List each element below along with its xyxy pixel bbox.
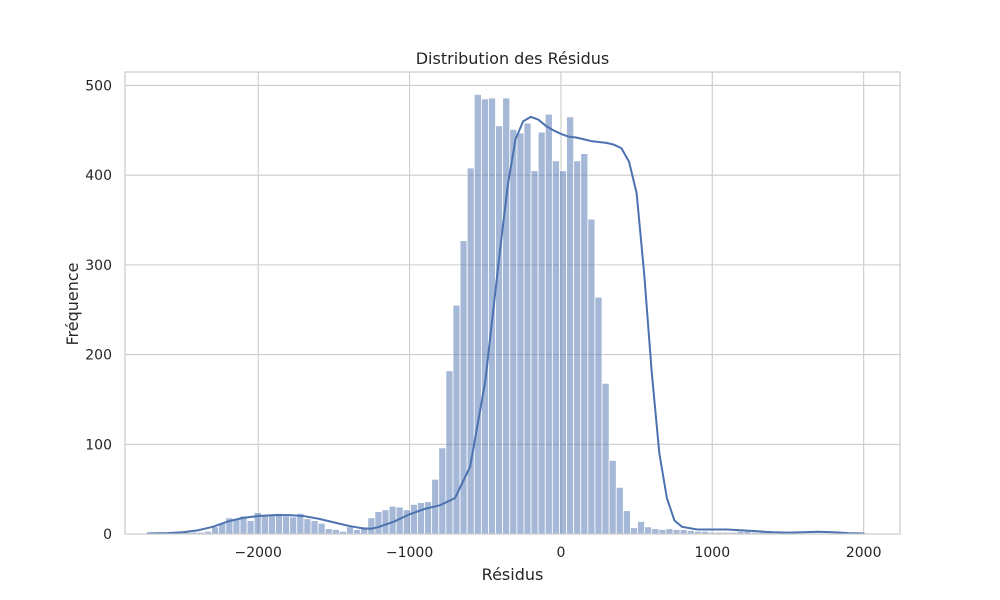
histogram-bar xyxy=(374,511,383,535)
histogram-bar xyxy=(566,116,575,535)
histogram-bar xyxy=(672,529,681,535)
histogram-bar xyxy=(516,132,525,535)
histogram-bars xyxy=(147,94,788,535)
x-tick-label: −2000 xyxy=(235,545,282,561)
histogram-bar xyxy=(537,131,546,535)
histogram-bar xyxy=(260,515,269,535)
x-tick-label: 2000 xyxy=(846,545,882,561)
histogram-bar xyxy=(559,170,567,535)
histogram-bar xyxy=(644,526,653,535)
histogram-bar xyxy=(530,170,539,535)
histogram-bar xyxy=(473,94,482,535)
histogram-bar xyxy=(289,516,298,535)
x-tick-label: 0 xyxy=(556,545,565,561)
plot-frame xyxy=(124,71,901,535)
histogram-bar xyxy=(502,97,511,535)
histogram-bar xyxy=(331,529,340,535)
histogram-bar xyxy=(594,296,603,535)
histogram-bar xyxy=(523,122,532,535)
y-tick-label: 400 xyxy=(85,168,112,184)
histogram-bar xyxy=(303,518,312,535)
histogram-bar xyxy=(246,520,255,535)
histogram-bar xyxy=(417,502,425,535)
x-tick-label: −1000 xyxy=(386,545,433,561)
y-tick-label: 0 xyxy=(103,527,112,543)
histogram-bar xyxy=(679,529,688,535)
histogram-bar xyxy=(637,521,646,535)
histogram-bar xyxy=(445,370,454,535)
histogram-bar xyxy=(544,113,553,535)
histogram-bar xyxy=(658,529,667,535)
histogram-bar xyxy=(622,510,631,535)
kde-curve xyxy=(146,115,865,535)
histogram-bar xyxy=(346,526,354,535)
histogram-bar xyxy=(601,382,610,535)
histogram-bar xyxy=(324,528,333,535)
chart-title: Distribution des Résidus xyxy=(416,49,610,68)
x-tick-label: 1000 xyxy=(694,545,730,561)
histogram-bar xyxy=(367,517,376,535)
histogram-bar xyxy=(509,129,518,535)
histogram-bar xyxy=(630,527,638,535)
histogram-bar xyxy=(452,304,461,535)
histogram-bar xyxy=(551,160,560,535)
y-tick-label: 500 xyxy=(85,78,112,94)
x-tick-labels: −2000 −1000 0 1000 2000 xyxy=(235,545,882,561)
y-tick-label: 300 xyxy=(85,258,112,274)
histogram-bar xyxy=(495,125,504,535)
histogram-bar xyxy=(480,98,489,535)
y-tick-labels: 0 100 200 300 400 500 xyxy=(85,78,112,543)
histogram-bar xyxy=(615,486,624,535)
histogram-bar xyxy=(438,447,447,535)
histogram-bar xyxy=(211,526,220,535)
histogram-bar xyxy=(665,528,674,535)
histogram-bar xyxy=(587,218,596,535)
histogram-bar xyxy=(651,528,660,535)
y-tick-label: 100 xyxy=(85,437,112,453)
histogram-bar xyxy=(310,520,319,535)
histogram-bar xyxy=(282,515,291,535)
histogram-bar xyxy=(317,522,326,535)
histogram-bar xyxy=(573,160,582,535)
y-axis-title: Fréquence xyxy=(63,262,82,345)
histogram-bar xyxy=(381,509,390,535)
kde-curve-group xyxy=(146,115,865,535)
histogram-bar xyxy=(580,153,589,535)
histogram-bar xyxy=(608,460,617,535)
histogram-bar xyxy=(459,240,468,535)
histogram-bar xyxy=(353,529,362,535)
histogram-bar xyxy=(409,503,418,535)
histogram-bar xyxy=(466,167,475,535)
histogram-bar xyxy=(267,513,276,535)
x-axis-title: Résidus xyxy=(482,565,544,584)
histogram-bar xyxy=(275,512,283,535)
y-tick-label: 200 xyxy=(85,348,112,364)
